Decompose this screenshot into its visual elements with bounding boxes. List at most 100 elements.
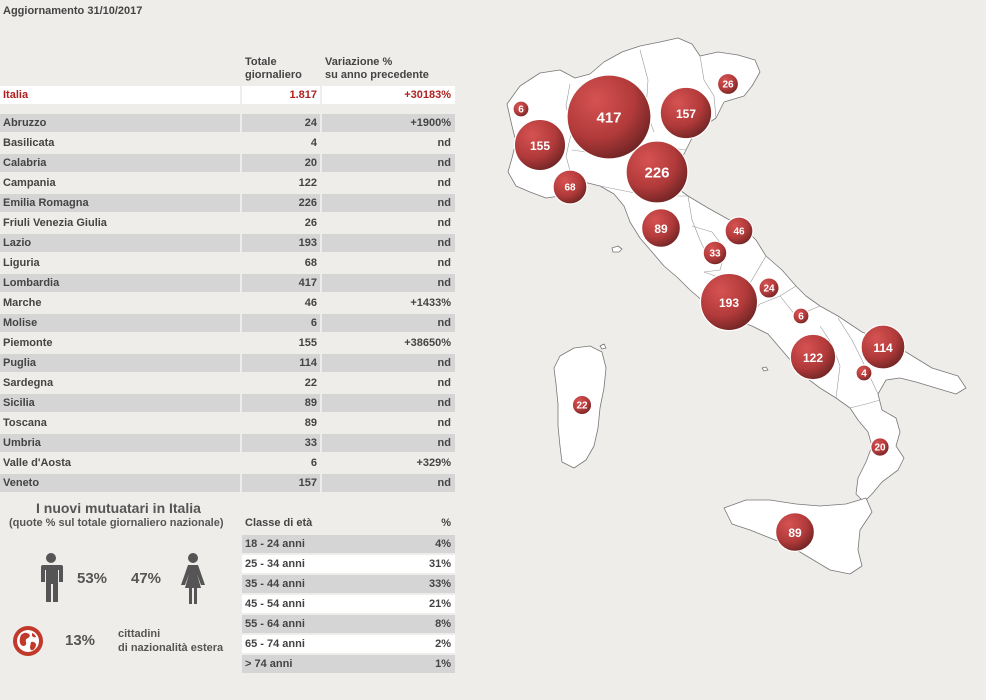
table-row: Abruzzo 24 +1900% — [0, 114, 455, 134]
age-row-background: 18 - 24 anni 4% — [242, 535, 455, 553]
map-bubble-valle-d-aosta: 6 — [512, 100, 530, 118]
age-row-background: 35 - 44 anni 33% — [242, 575, 455, 593]
map-bubble-toscana: 89 — [640, 207, 682, 249]
age-class-percent: 1% — [435, 658, 451, 670]
region-variation: nd — [322, 394, 455, 412]
region-total: 157 — [242, 474, 320, 492]
sardinia-shape — [553, 345, 607, 469]
age-class-percent: 21% — [428, 598, 451, 610]
region-variation: +30183% — [322, 86, 455, 104]
age-class-label: 25 - 34 anni — [245, 558, 305, 570]
region-total: 155 — [298, 337, 317, 349]
age-class-label: 45 - 54 anni — [245, 598, 305, 610]
bubble-value-label: 22 — [576, 401, 588, 412]
sicily-shape — [723, 497, 873, 575]
region-variation: +1433% — [410, 297, 451, 309]
region-name: Marche — [3, 297, 42, 309]
region-total: 89 — [304, 417, 317, 429]
age-table-row: 35 - 44 anni 33% — [242, 575, 455, 595]
region-name: Sicilia — [0, 394, 240, 412]
region-name: Italia — [0, 86, 240, 104]
borrowers-subtitle: (quote % sul totale giornaliero nazional… — [9, 517, 224, 529]
table-row: Valle d'Aosta 6 +329% — [0, 454, 455, 474]
bubble-value-label: 114 — [873, 341, 893, 355]
table-row-italia: Italia 1.817 +30183% — [0, 86, 455, 106]
map-bubble-piemonte: 155 — [513, 118, 567, 172]
male-percentage: 53% — [77, 570, 108, 587]
table-row: Marche 46 +1433% — [0, 294, 455, 314]
bubble-value-label: 226 — [644, 165, 669, 182]
region-variation: nd — [322, 474, 455, 492]
column-header-variation-line2: su anno precedente — [325, 69, 429, 81]
age-row-background: > 74 anni 1% — [242, 655, 455, 673]
age-row-background: 65 - 74 anni 2% — [242, 635, 455, 653]
column-header-total-line1: Totale — [245, 56, 277, 68]
border-molise — [779, 295, 821, 317]
age-table: Classe di età % 18 - 24 anni 4% 25 - 34 an… — [242, 513, 455, 675]
age-class-percent: 4% — [435, 538, 451, 550]
age-table-header: Classe di età % — [242, 513, 455, 535]
map-bubble-marche: 46 — [724, 216, 754, 246]
age-class-percent: 8% — [435, 618, 451, 630]
elba-island-shape — [611, 245, 623, 253]
age-row-background: 25 - 34 anni 31% — [242, 555, 455, 573]
foreign-label-line1: cittadini — [118, 628, 161, 640]
borrowers-title: I nuovi mutuatari in Italia — [36, 500, 201, 516]
map-bubble-calabria: 20 — [870, 437, 890, 457]
region-name: Basilicata — [3, 137, 55, 149]
ischia-island-shape — [761, 366, 769, 372]
table-row: Sardegna 22 nd — [0, 374, 455, 394]
border-emilia-toscana — [599, 185, 688, 197]
region-total: 6 — [310, 457, 317, 469]
age-table-row: 45 - 54 anni 21% — [242, 595, 455, 615]
update-date-label: Aggiornamento 31/10/2017 — [3, 5, 143, 17]
map-bubble-emilia-romagna: 226 — [625, 140, 689, 204]
border-lazio-campania — [743, 285, 797, 321]
age-table-row: 65 - 74 anni 2% — [242, 635, 455, 655]
female-person-icon — [181, 553, 205, 604]
bubble-circle — [716, 72, 740, 96]
globe-icon — [13, 626, 43, 656]
bubble-value-label: 46 — [733, 227, 745, 238]
map-bubble-friuli-venezia-giulia: 26 — [716, 72, 740, 96]
border-lombardia-veneto — [639, 49, 655, 133]
bubble-value-label: 24 — [763, 284, 775, 295]
foreign-percentage: 13% — [65, 632, 96, 649]
region-total: 417 — [242, 274, 320, 292]
region-name: Toscana — [3, 417, 47, 429]
bubble-circle — [792, 307, 810, 325]
region-name: Valle d'Aosta — [3, 457, 72, 469]
region-total: 122 — [298, 177, 317, 189]
region-total: 33 — [242, 434, 320, 452]
border-puglia-basilicata — [837, 317, 879, 395]
border-umbria — [691, 225, 727, 273]
bubble-value-label: 68 — [564, 183, 576, 194]
age-class-label: 55 - 64 anni — [245, 618, 305, 630]
bubble-value-label: 193 — [719, 296, 739, 310]
age-table-row: 25 - 34 anni 31% — [242, 555, 455, 575]
region-variation: nd — [322, 434, 455, 452]
region-variation: nd — [437, 177, 451, 189]
map-bubble-sardegna: 22 — [571, 394, 593, 416]
bubble-circle — [659, 86, 713, 140]
column-header-total-line2: giornaliero — [245, 69, 302, 81]
region-total: 46 — [304, 297, 317, 309]
bubble-circle — [625, 140, 689, 204]
foreign-label-line2: di nazionalità estera — [118, 642, 224, 654]
border-veneto-friuli — [699, 55, 717, 119]
column-header-total: Totale giornaliero — [245, 56, 302, 82]
bubble-circle — [513, 118, 567, 172]
region-variation: nd — [322, 194, 455, 212]
region-name: Abruzzo — [0, 114, 240, 132]
table-row: Campania 122 nd — [0, 174, 455, 194]
region-name: Lombardia — [0, 274, 240, 292]
region-name: Umbria — [0, 434, 240, 452]
region-variation: nd — [437, 137, 451, 149]
border-lombardia-emilia — [571, 145, 687, 155]
region-variation: nd — [437, 377, 451, 389]
region-name: Emilia Romagna — [0, 194, 240, 212]
